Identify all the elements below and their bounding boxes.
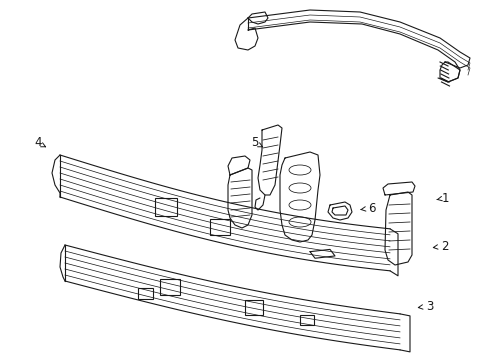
Bar [299,315,313,325]
Bar [209,219,229,235]
Text: 1: 1 [440,192,448,204]
Text: 5: 5 [251,136,258,149]
Bar [155,198,177,216]
Bar [244,300,263,315]
Bar [160,279,180,295]
Bar [138,288,153,300]
Text: 2: 2 [440,239,448,252]
Text: 4: 4 [34,136,41,149]
Text: 6: 6 [367,202,375,215]
Text: 3: 3 [426,300,433,312]
